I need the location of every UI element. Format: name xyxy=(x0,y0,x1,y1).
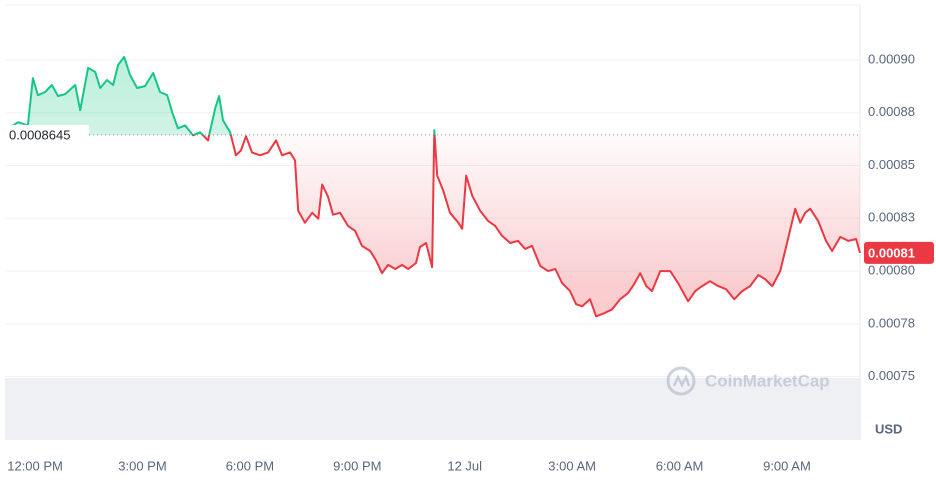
layer: 0.00090 0.00088 0.00085 0.00083 0.00080 0.000… xyxy=(4,51,934,473)
x-tick-label: 9:00 PM xyxy=(333,458,381,473)
baseline-label: 0.0008645 xyxy=(9,127,70,142)
price-badge-label: 0.00081 xyxy=(868,245,915,260)
x-tick-label: 9:00 AM xyxy=(763,458,811,473)
watermark: CoinMarketCap xyxy=(666,366,830,396)
y-tick-label: 0.00088 xyxy=(868,104,915,119)
unit-label: USD xyxy=(875,421,902,436)
x-tick-label: 3:00 PM xyxy=(118,458,166,473)
y-tick-label: 0.00078 xyxy=(868,315,915,330)
y-tick-label: 0.00083 xyxy=(868,210,915,225)
y-tick-label: 0.00090 xyxy=(868,51,915,66)
x-tick-label: 12 Jul xyxy=(447,458,482,473)
price-badge xyxy=(864,241,934,264)
x-tick-label: 6:00 AM xyxy=(656,458,704,473)
price-line xyxy=(4,55,861,318)
baseline-label-bg xyxy=(5,124,89,145)
x-tick-label: 12:00 PM xyxy=(7,458,63,473)
x-tick-label: 6:00 PM xyxy=(226,458,274,473)
watermark-text: CoinMarketCap xyxy=(705,371,830,390)
volume-area xyxy=(5,378,860,440)
y-tick-label: 0.00075 xyxy=(868,368,915,383)
y-tick-label: 0.00080 xyxy=(868,263,915,278)
y-tick-label: 0.00085 xyxy=(868,157,915,172)
x-tick-label: 3:00 AM xyxy=(548,458,596,473)
